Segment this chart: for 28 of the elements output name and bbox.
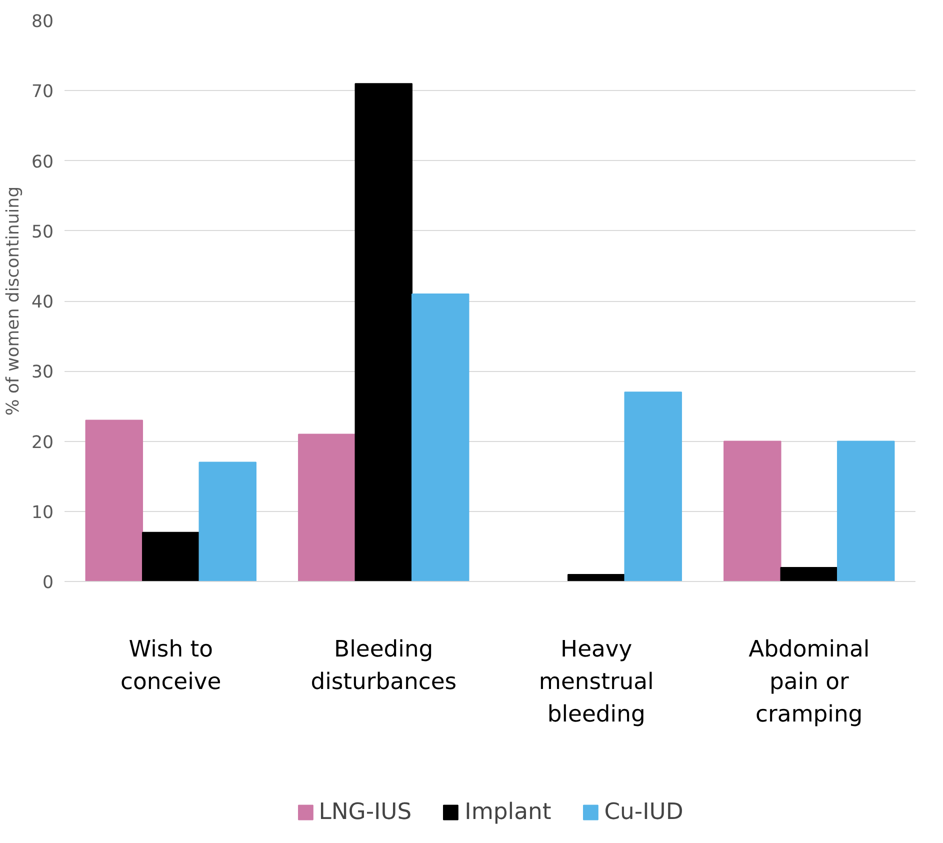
y-tick-label: 40 bbox=[31, 292, 54, 312]
y-tick-label: 0 bbox=[42, 573, 54, 593]
y-tick-label: 50 bbox=[31, 222, 54, 242]
bar bbox=[724, 440, 782, 582]
legend-label: Cu-IUD bbox=[604, 799, 684, 825]
x-tick-label: Heavy menstrual bleeding bbox=[538, 636, 654, 728]
y-tick-label: 30 bbox=[31, 362, 54, 383]
bar bbox=[836, 440, 895, 582]
y-tick-label: 80 bbox=[31, 12, 54, 32]
x-tick-label: Wish to conceive bbox=[120, 636, 222, 695]
y-tick-label: 20 bbox=[31, 432, 54, 453]
bar bbox=[624, 392, 682, 582]
legend-label: LNG-IUS bbox=[318, 799, 412, 825]
x-tick-label: Abdominal pain or cramping bbox=[748, 636, 870, 728]
y-tick-label: 70 bbox=[31, 82, 54, 102]
bar bbox=[85, 420, 144, 582]
bar bbox=[142, 532, 200, 582]
y-axis-title: % of women discontinuing bbox=[3, 186, 24, 416]
bar bbox=[354, 83, 412, 582]
bar bbox=[780, 566, 838, 582]
x-tick-label: Bleeding disturbances bbox=[310, 636, 457, 695]
y-tick-label: 60 bbox=[31, 152, 54, 172]
bar bbox=[298, 434, 356, 582]
bar bbox=[568, 574, 626, 582]
legend-label: Implant bbox=[464, 799, 552, 825]
y-tick-label: 10 bbox=[31, 502, 54, 523]
bar bbox=[198, 462, 256, 582]
bar bbox=[411, 293, 470, 582]
